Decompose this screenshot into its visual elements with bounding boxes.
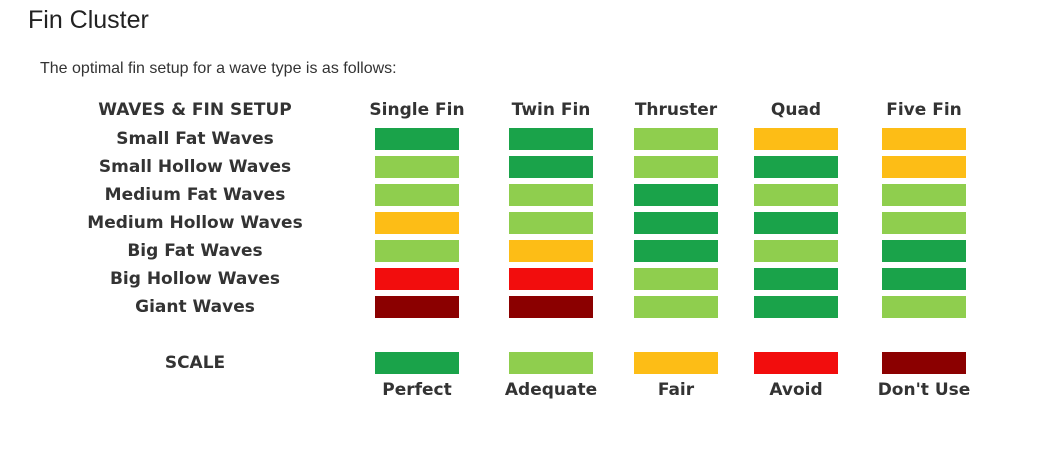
rating-cell [634, 128, 718, 150]
row-label: Big Fat Waves [127, 241, 263, 261]
scale-item-label: Don't Use [877, 380, 971, 400]
rating-cell [754, 212, 838, 234]
rating-cell [882, 156, 966, 178]
rating-cell [882, 240, 966, 262]
rating-cell [754, 268, 838, 290]
rating-cell [375, 240, 459, 262]
column-header: Thruster [634, 100, 718, 120]
rating-cell [634, 268, 718, 290]
rating-cell [882, 184, 966, 206]
rating-cell [375, 184, 459, 206]
rating-cell [634, 156, 718, 178]
rating-cell [509, 184, 593, 206]
row-label: Small Fat Waves [116, 129, 274, 149]
rating-cell [634, 184, 718, 206]
scale-item-label: Fair [657, 380, 695, 400]
scale-item-label: Perfect [382, 380, 452, 400]
rating-cell [634, 296, 718, 318]
rating-cell [754, 128, 838, 150]
rating-cell [509, 296, 593, 318]
row-label: Giant Waves [135, 297, 255, 317]
rating-cell [509, 240, 593, 262]
rating-cell [754, 184, 838, 206]
scale-item-label: Adequate [504, 380, 598, 400]
column-header: Single Fin [369, 100, 465, 120]
row-label: Medium Fat Waves [104, 185, 286, 205]
row-label: Small Hollow Waves [98, 157, 292, 177]
rating-cell [509, 128, 593, 150]
intro-text: The optimal fin setup for a wave type is… [40, 60, 397, 77]
rating-cell [509, 156, 593, 178]
rating-cell [509, 212, 593, 234]
scale-swatch [882, 352, 966, 374]
rating-cell [634, 240, 718, 262]
column-header: Twin Fin [511, 100, 591, 120]
column-header: Five Fin [886, 100, 962, 120]
scale-swatch [634, 352, 718, 374]
scale-item-label: Avoid [769, 380, 823, 400]
row-label: Big Hollow Waves [109, 269, 281, 289]
rating-cell [754, 240, 838, 262]
column-header: Quad [770, 100, 822, 120]
rating-cell [882, 296, 966, 318]
page-title: Fin Cluster [28, 6, 149, 34]
rating-cell [375, 212, 459, 234]
scale-swatch [375, 352, 459, 374]
rating-cell [754, 156, 838, 178]
row-label: Medium Hollow Waves [87, 213, 303, 233]
rating-cell [634, 212, 718, 234]
rating-cell [375, 156, 459, 178]
scale-swatch [754, 352, 838, 374]
rating-cell [375, 268, 459, 290]
rating-cell [509, 268, 593, 290]
rating-cell [375, 128, 459, 150]
rating-cell [754, 296, 838, 318]
rating-cell [882, 212, 966, 234]
scale-swatch [509, 352, 593, 374]
scale-label: SCALE [164, 353, 226, 373]
rating-cell [882, 268, 966, 290]
rating-cell [375, 296, 459, 318]
rating-cell [882, 128, 966, 150]
corner-header: WAVES & FIN SETUP [98, 100, 292, 120]
